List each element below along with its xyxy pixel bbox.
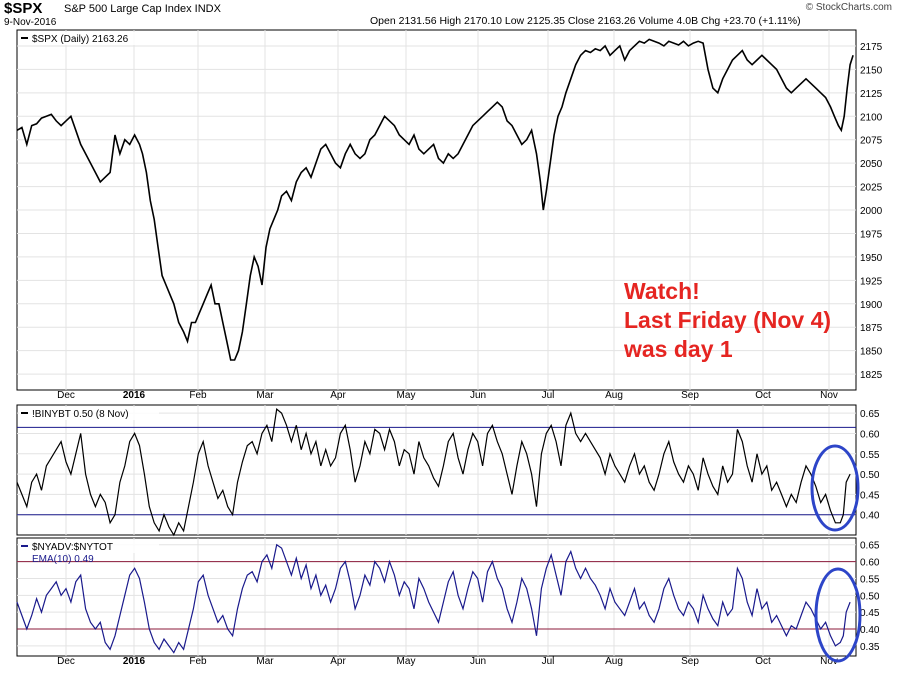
breadth-frame — [16, 404, 857, 536]
highlight-circle-breadth — [810, 444, 860, 532]
brand-watermark: © StockCharts.com — [805, 2, 892, 13]
x-tick-label: Mar — [256, 390, 274, 401]
x-tick-label: Apr — [330, 656, 346, 667]
breadth-legend-bg — [19, 407, 159, 420]
price-ytick-label: 1975 — [860, 229, 883, 240]
x-tick-label: Oct — [755, 390, 771, 401]
x-tick-label: 2016 — [123, 390, 146, 401]
price-ytick-label: 2050 — [860, 159, 883, 170]
x-tick-label: Sep — [681, 390, 699, 401]
breadth-panel: 0.40 0.45 0.50 0.55 0.60 0.65 !BINYBT 0.50 (8 … — [16, 404, 880, 537]
price-ytick-label: 1825 — [860, 370, 883, 381]
price-ytick-label: 1900 — [860, 300, 883, 311]
x-tick-label: Mar — [256, 656, 274, 667]
price-ytick-label: 1950 — [860, 253, 883, 264]
price-ytick-label: 2075 — [860, 136, 883, 147]
price-ytick-label: 2100 — [860, 112, 883, 123]
breadth-ytick-label: 0.45 — [860, 490, 880, 501]
annotation-line-2: Last Friday (Nov 4) — [624, 307, 832, 333]
x-tick-label: Aug — [605, 390, 623, 401]
x-tick-label: Nov — [820, 656, 838, 667]
ema-ytick-label: 0.55 — [860, 574, 880, 585]
ema-series-label: EMA(10) 0.49 — [32, 554, 94, 565]
price-ytick-label: 2175 — [860, 42, 883, 53]
x-tick-label: Jul — [542, 656, 555, 667]
annotation-line-1: Watch! — [624, 278, 700, 304]
ema-series-line — [16, 543, 851, 654]
price-legend-bg — [19, 32, 159, 45]
ema-ytick-label: 0.60 — [860, 558, 880, 569]
price-ytick-label: 2150 — [860, 65, 883, 76]
price-panel: 1825 1850 1875 1900 1925 1950 1975 2000 2025 2050… — [16, 29, 883, 391]
ticker-symbol: $SPX — [4, 0, 43, 17]
price-legend-label: $SPX (Daily) 2163.26 — [32, 34, 129, 45]
x-tick-label: 2016 — [123, 656, 146, 667]
quote-summary: Open 2131.56 High 2170.10 Low 2125.35 Cl… — [370, 15, 801, 27]
ema-panel: 0.35 0.40 0.45 0.50 0.55 0.60 0.65 $NYADV:$NYTO… — [16, 537, 880, 657]
x-tick-label: May — [397, 656, 416, 667]
x-tick-label: Feb — [189, 390, 207, 401]
breadth-ytick-label: 0.55 — [860, 450, 880, 461]
x-tick-label: Jun — [470, 390, 486, 401]
price-ytick-label: 2025 — [860, 183, 883, 194]
index-name: S&P 500 Large Cap Index INDX — [64, 3, 221, 15]
ema-frame — [16, 537, 857, 657]
annotation-line-3: was day 1 — [624, 336, 733, 362]
ema-ytick-label: 0.40 — [860, 625, 880, 636]
x-tick-label: Nov — [820, 390, 838, 401]
x-tick-label: Jun — [470, 656, 486, 667]
ema-ytick-label: 0.50 — [860, 591, 880, 602]
x-tick-label: Sep — [681, 656, 699, 667]
x-tick-label: Dec — [57, 390, 75, 401]
breadth-legend-label: !BINYBT 0.50 (8 Nov) — [32, 409, 129, 420]
price-ytick-label: 1875 — [860, 323, 883, 334]
breadth-ytick-label: 0.65 — [860, 409, 880, 420]
price-ytick-label: 1925 — [860, 276, 883, 287]
price-ytick-label: 1850 — [860, 347, 883, 358]
price-ytick-label: 2000 — [860, 206, 883, 217]
ema-legend-bg — [19, 540, 159, 553]
x-tick-label: Feb — [189, 656, 207, 667]
x-tick-label: Oct — [755, 656, 771, 667]
ema-ytick-label: 0.65 — [860, 541, 880, 552]
ema-ytick-label: 0.35 — [860, 642, 880, 653]
ema-ytick-label: 0.45 — [860, 608, 880, 619]
highlight-circle-ema — [814, 567, 862, 663]
chart-date: 9-Nov-2016 — [4, 17, 57, 28]
price-series-line — [16, 38, 854, 361]
breadth-ytick-label: 0.50 — [860, 470, 880, 481]
breadth-ytick-label: 0.40 — [860, 511, 880, 522]
breadth-ytick-label: 0.60 — [860, 429, 880, 440]
breadth-series-line — [16, 407, 851, 537]
x-tick-label: Dec — [57, 656, 75, 667]
ema-legend-label: $NYADV:$NYTOT — [32, 542, 113, 553]
x-tick-label: Apr — [330, 390, 346, 401]
price-ytick-label: 2125 — [860, 89, 883, 100]
x-tick-label: Jul — [542, 390, 555, 401]
x-tick-label: Aug — [605, 656, 623, 667]
x-tick-label: May — [397, 390, 416, 401]
